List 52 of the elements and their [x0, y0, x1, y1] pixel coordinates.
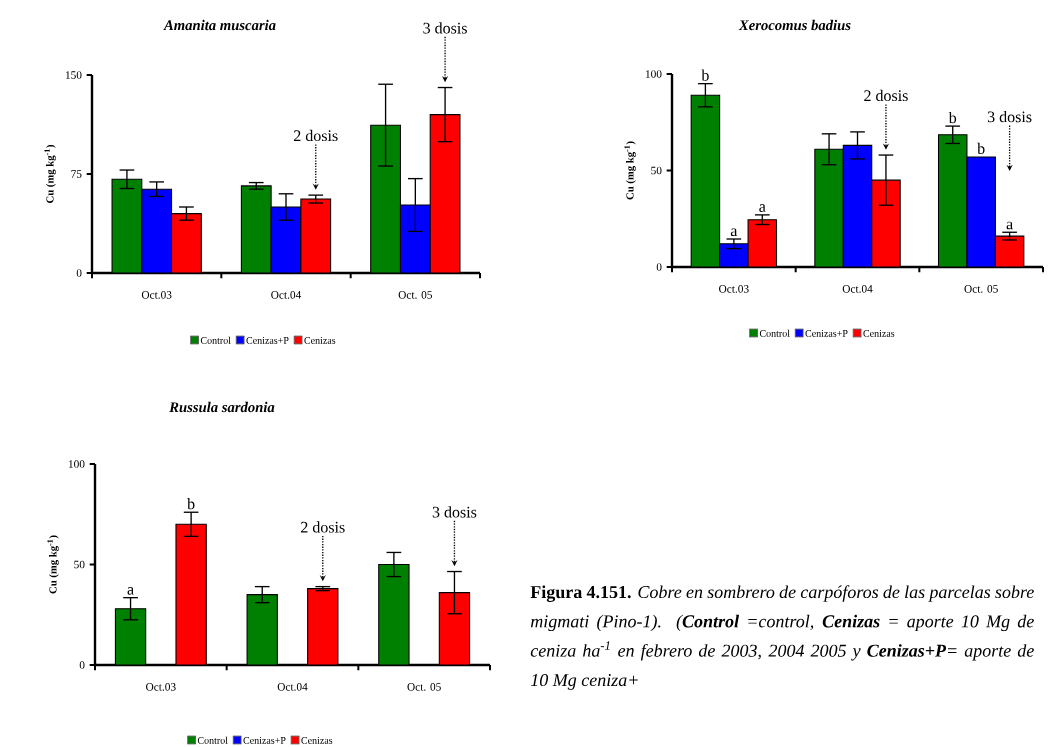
text: Figura 4.151.	[530, 585, 631, 602]
y-tick-label: 150	[65, 71, 82, 79]
chart-title: Xerocomus badius	[738, 19, 851, 31]
annotation: 2 dosis	[301, 521, 345, 533]
text: 3 dosis	[423, 22, 467, 34]
y-axis-title: Cu (mg kg$^{-1}$)	[44, 145, 56, 203]
legend-label: Cenizas+P	[243, 737, 286, 744]
text: Cobre en sombrero de carpóforos de las parcelas sobre	[638, 585, 1034, 602]
data-label: b	[701, 69, 709, 81]
x-tick-label: Oct.04	[842, 285, 873, 293]
x-tick-label: Oct.04	[271, 291, 302, 299]
data-label: a	[730, 228, 738, 237]
text: migmati (Pino-1). (Control =control, Cenizas = aporte 10 Mg de	[530, 614, 1034, 632]
annotation: 2 dosis	[864, 89, 908, 102]
annotation: 2 dosis	[294, 129, 338, 142]
y-tick-label: 50	[651, 166, 662, 175]
x-tick-label: Oct. 05	[407, 683, 441, 691]
data-label: a	[1006, 221, 1013, 230]
y-axis-title: Cu (mg kg$^{-1}$)	[47, 535, 59, 594]
data-label: a	[127, 587, 134, 595]
x-tick-label: Oct.04	[277, 683, 308, 691]
y-tick-label: 0	[79, 661, 85, 669]
chart-title: Amanita muscaria	[163, 19, 276, 31]
legend-label: Cenizas	[301, 737, 333, 744]
chart-title: Russula sardonia	[169, 401, 275, 413]
data-label: b	[977, 142, 985, 155]
legend-label: Cenizas	[863, 330, 895, 337]
legend-label: Control	[200, 336, 231, 344]
y-axis-title: Cu (mg kg$^{-1}$)	[624, 141, 636, 200]
y-tick-label: 0	[76, 269, 82, 277]
annotation: 3 dosis	[987, 111, 1032, 123]
y-tick-label: 75	[71, 170, 82, 178]
x-tick-label: Oct. 05	[398, 291, 433, 299]
y-tick-label: 0	[656, 263, 662, 271]
x-tick-label: Oct. 05	[964, 285, 998, 293]
legend-label: Cenizas	[304, 337, 336, 344]
legend-label: Control	[759, 329, 790, 337]
legend-label: Cenizas+P	[246, 337, 289, 344]
annotation: 3 dosis	[432, 506, 477, 518]
x-tick-label: Oct.03	[146, 683, 176, 691]
legend-label: Control	[197, 736, 228, 744]
data-label: a	[759, 204, 766, 212]
x-tick-label: Oct.03	[141, 291, 172, 299]
text: ceniza ha$^{-1}$ en febrero de 2003, 2004 2005 y Cenizas+P= aporte de	[530, 641, 1034, 661]
legend-label: Cenizas+P	[805, 330, 848, 337]
data-label: b	[948, 111, 957, 124]
x-tick-label: Oct.03	[719, 285, 749, 293]
text: 10 Mg ceniza+	[530, 673, 638, 690]
y-tick-label: 100	[68, 460, 85, 468]
y-tick-label: 100	[645, 70, 662, 78]
y-tick-label: 50	[74, 560, 85, 569]
data-label: b	[187, 498, 195, 510]
